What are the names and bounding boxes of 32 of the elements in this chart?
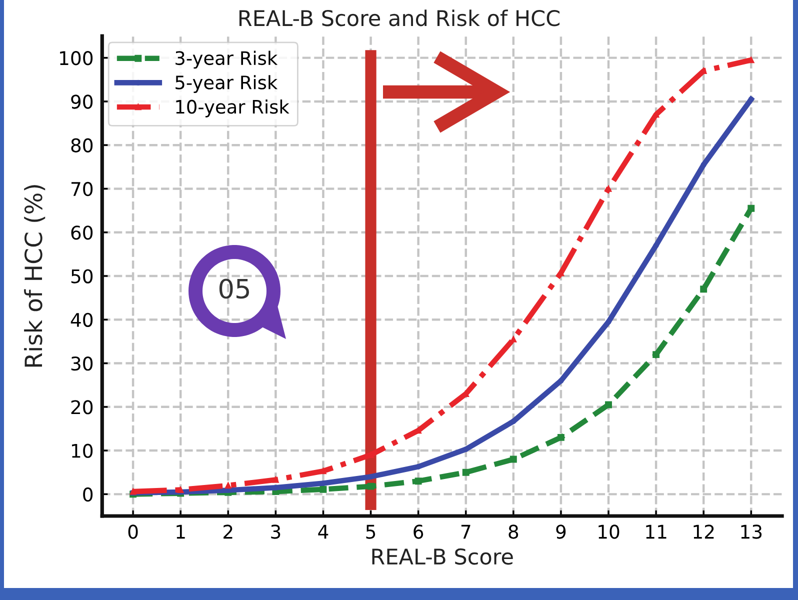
- x-tick-label: 12: [694, 524, 714, 539]
- x-tick-label: 2: [224, 524, 232, 539]
- chart-title: REAL-B Score and Risk of HCC: [239, 10, 560, 26]
- y-tick-label: 10: [72, 444, 93, 458]
- x-tick-label: 11: [646, 524, 666, 539]
- y-tick-label: 60: [71, 226, 93, 240]
- y-tick-label: 100: [60, 51, 93, 66]
- y-tick-label: 70: [71, 182, 93, 196]
- x-tick-label: 5: [366, 524, 376, 539]
- x-tick-label: 3: [271, 524, 280, 539]
- y-tick-label: 40: [70, 312, 93, 328]
- annotation: 05: [219, 278, 249, 299]
- y-tick-label: 50: [71, 269, 93, 284]
- y-axis-title: Risk of HCC (%): [24, 185, 46, 367]
- legend-label: 10-year Risk: [176, 99, 290, 118]
- y-tick-label: 0: [83, 487, 93, 502]
- x-tick-label: 9: [556, 524, 566, 539]
- y-tick-label: 90: [71, 94, 93, 109]
- y-tick-label: 30: [71, 356, 93, 371]
- x-tick-label: 1: [176, 524, 185, 539]
- x-tick-label: 8: [508, 524, 518, 539]
- y-tick-label: 80: [71, 138, 93, 152]
- y-tick-label: 20: [71, 400, 93, 414]
- x-tick-label: 4: [318, 524, 328, 539]
- x-tick-label: 6: [414, 524, 424, 539]
- x-tick-label: 10: [598, 524, 620, 539]
- x-tick-label: 0: [128, 524, 138, 539]
- x-tick-label: 13: [741, 524, 762, 539]
- x-tick-label: 7: [461, 524, 470, 539]
- legend-label: 3-year Risk: [176, 50, 278, 69]
- legend-label: 5-year Risk: [176, 75, 278, 93]
- x-axis-title: REAL-B Score: [372, 548, 513, 565]
